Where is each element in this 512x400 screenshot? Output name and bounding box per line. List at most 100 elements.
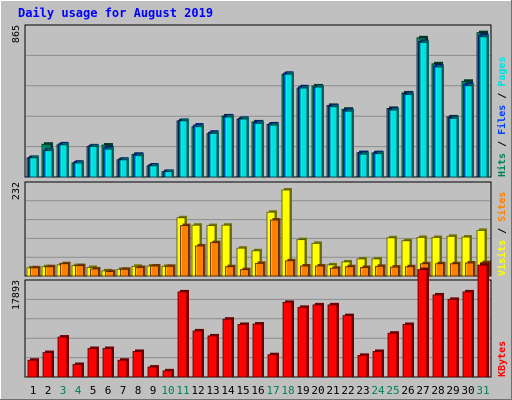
bar-kbytes-day-6 <box>102 346 114 378</box>
bar-sites-day-1 <box>30 265 41 277</box>
bar-pages-day-31 <box>479 34 489 178</box>
bar-pages-day-18 <box>284 72 294 178</box>
x-tick-label-day-25: 25 <box>386 384 399 397</box>
bar-kbytes-day-9 <box>147 365 159 378</box>
x-tick-label-day-15: 15 <box>236 384 249 397</box>
x-tick-label-day-6: 6 <box>105 384 112 397</box>
bar-pages-day-2 <box>44 148 54 178</box>
bar-pages-day-23 <box>359 152 369 178</box>
bar-sites-day-22 <box>345 264 356 277</box>
bar-pages-day-10 <box>164 169 174 178</box>
x-tick-label-day-4: 4 <box>75 384 82 397</box>
bar-sites-day-19 <box>300 263 311 277</box>
bar-sites-day-10 <box>165 264 176 277</box>
bar-sites-day-23 <box>360 265 371 277</box>
x-tick-label-day-23: 23 <box>356 384 369 397</box>
bar-pages-day-29 <box>449 116 459 178</box>
x-tick-label-day-22: 22 <box>341 384 354 397</box>
legend-visits: Visits <box>496 240 508 276</box>
bar-pages-day-27 <box>419 40 429 178</box>
bar-pages-day-25 <box>389 108 399 178</box>
bar-kbytes-day-5 <box>87 346 99 378</box>
x-tick-label-day-27: 27 <box>416 384 429 397</box>
x-tick-label-day-31: 31 <box>476 384 489 397</box>
bar-pages-day-28 <box>434 65 444 178</box>
x-tick-label-day-21: 21 <box>326 384 339 397</box>
legend-pages: Pages <box>497 57 508 87</box>
bar-pages-day-13 <box>209 131 219 178</box>
bar-pages-day-16 <box>254 121 264 178</box>
bar-sites-day-7 <box>120 267 131 277</box>
x-tick-label-day-19: 19 <box>296 384 309 397</box>
bar-sites-day-30 <box>465 261 476 277</box>
bar-kbytes-day-15 <box>237 322 249 378</box>
bar-sites-day-8 <box>135 265 146 277</box>
x-tick-label-day-30: 30 <box>461 384 474 397</box>
bar-pages-day-14 <box>224 115 234 178</box>
x-tick-label-day-5: 5 <box>90 384 97 397</box>
bar-pages-day-12 <box>194 124 204 178</box>
x-axis: 1 2 3 4 5 6 7 8 9 10 11 12 13 14 15 16 17 18 19 20 21 22 23 24 2… <box>30 384 490 397</box>
bar-sites-day-16 <box>255 261 266 277</box>
bar-kbytes-day-1 <box>27 358 39 378</box>
x-tick-label-day-13: 13 <box>206 384 219 397</box>
x-tick-label-day-16: 16 <box>251 384 264 397</box>
bar-sites-day-26 <box>405 264 416 277</box>
bar-kbytes-day-4 <box>72 362 84 378</box>
bar-pages-day-9 <box>149 163 159 178</box>
bar-sites-day-17 <box>270 218 281 277</box>
bar-pages-day-26 <box>404 92 414 178</box>
bar-sites-day-13 <box>210 240 221 277</box>
bar-sites-day-21 <box>330 266 341 277</box>
bar-kbytes-day-29 <box>447 297 459 378</box>
panel-kbytes: 17893 KBytes <box>11 263 508 378</box>
legend-hits: Hits <box>496 153 508 177</box>
bar-pages-day-15 <box>239 117 249 178</box>
panel-max-label: 865 <box>11 25 22 43</box>
x-tick-label-day-9: 9 <box>150 384 157 397</box>
bar-sites-day-11 <box>180 223 191 277</box>
x-tick-label-day-10: 10 <box>161 384 174 397</box>
bar-kbytes-day-22 <box>342 313 354 378</box>
bar-kbytes-day-16 <box>252 322 264 378</box>
bar-kbytes-day-31 <box>477 263 489 378</box>
bar-sites-day-9 <box>150 263 161 277</box>
bar-sites-day-20 <box>315 263 326 277</box>
bar-pages-day-20 <box>314 85 324 178</box>
x-tick-label-day-11: 11 <box>176 384 189 397</box>
bar-kbytes-day-11 <box>177 289 189 378</box>
bar-kbytes-day-2 <box>42 350 54 378</box>
x-tick-label-day-17: 17 <box>266 384 279 397</box>
chart-panels: 865 Hits / Files / Pages 232 Visits / Sites… <box>11 24 508 378</box>
x-tick-label-day-3: 3 <box>60 384 67 397</box>
x-tick-label-day-24: 24 <box>371 384 385 397</box>
legend-files: Files <box>496 105 508 135</box>
panel-max-label: 17893 <box>11 280 22 310</box>
bar-kbytes-day-20 <box>312 302 324 378</box>
bar-kbytes-day-24 <box>372 349 384 378</box>
bar-kbytes-day-28 <box>432 292 444 378</box>
bar-kbytes-day-21 <box>327 302 339 378</box>
x-tick-label-day-12: 12 <box>191 384 204 397</box>
bar-sites-day-14 <box>225 264 236 277</box>
bar-pages-day-4 <box>74 161 84 178</box>
bar-pages-day-3 <box>59 142 69 178</box>
bar-sites-day-3 <box>60 261 71 277</box>
bar-kbytes-day-23 <box>357 353 369 378</box>
bar-pages-day-7 <box>119 157 129 178</box>
bar-kbytes-day-8 <box>132 349 144 378</box>
bar-pages-day-19 <box>299 86 309 178</box>
bar-pages-day-1 <box>29 155 39 178</box>
legend-separator: / <box>497 222 508 240</box>
bar-pages-day-11 <box>179 118 189 178</box>
legend-kbytes: KBytes <box>497 341 508 377</box>
bar-kbytes-day-7 <box>117 358 129 378</box>
bar-sites-day-2 <box>45 264 56 277</box>
x-tick-label-day-29: 29 <box>446 384 459 397</box>
x-tick-label-day-8: 8 <box>135 384 142 397</box>
x-tick-label-day-14: 14 <box>221 384 235 397</box>
bar-kbytes-day-27 <box>417 267 429 378</box>
bar-sites-day-5 <box>90 266 101 277</box>
bar-sites-day-4 <box>75 263 86 277</box>
